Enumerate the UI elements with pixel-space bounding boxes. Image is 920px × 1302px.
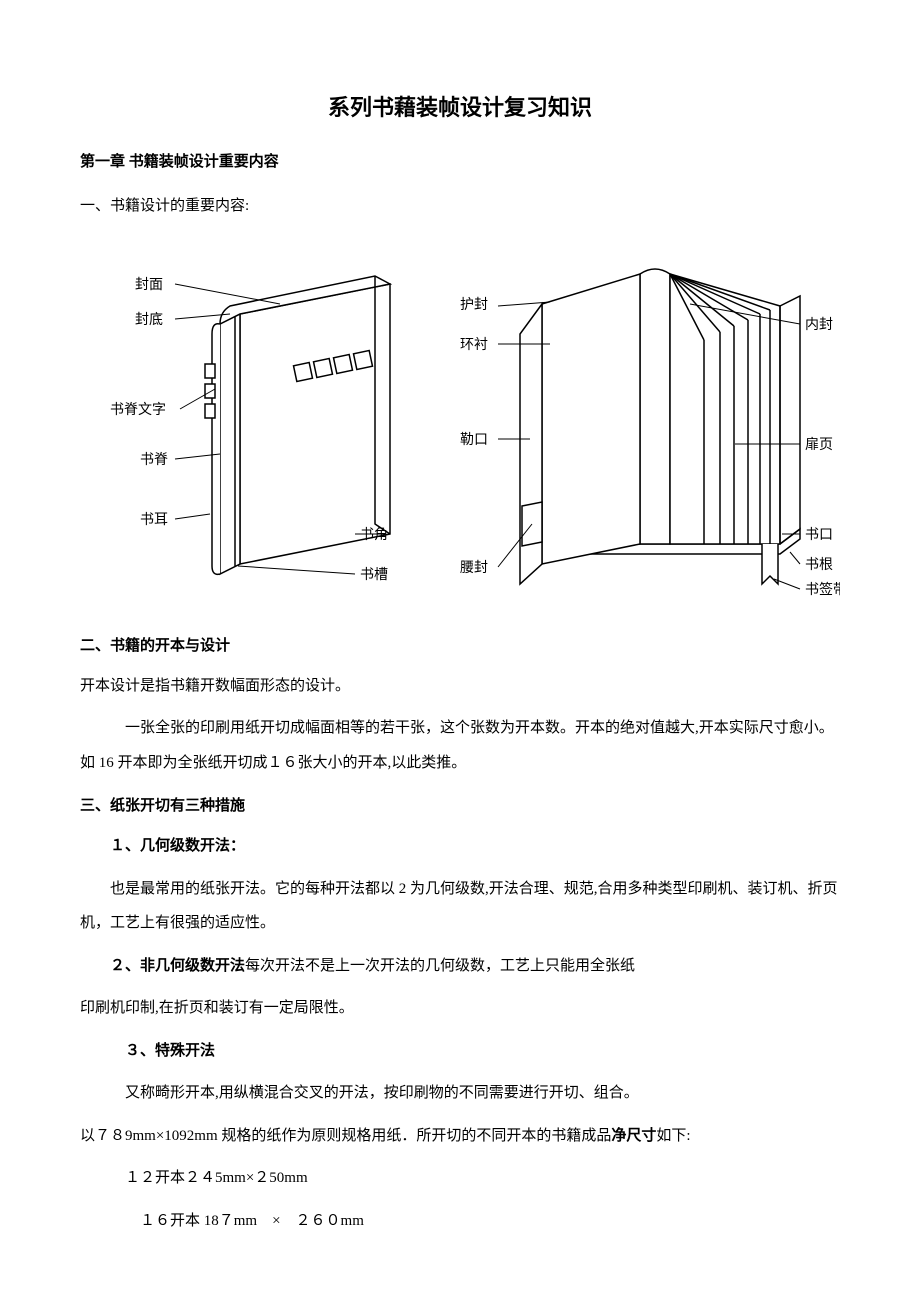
label-fengmian: 封面 <box>135 277 163 293</box>
method2-label-text: ２、非几何级数开法 <box>110 958 245 974</box>
book-anatomy-diagram: 封面 封底 书脊文字 书脊 书耳 书角 书槽 <box>80 244 840 614</box>
section2-para1: 开本设计是指书籍开数幅面形态的设计。 <box>80 669 840 704</box>
label-huanchen: 环衬 <box>460 337 488 353</box>
spec-line-a: 以７８9mm×1092mm 规格的纸作为原则规格用纸．所开切的不同开本的书籍成品 <box>80 1128 611 1144</box>
section2-para2: 一张全张的印刷用纸开切成幅面相等的若干张，这个张数为开本数。开本的绝对值越大,开… <box>80 711 840 780</box>
label-shuer: 书耳 <box>140 512 168 528</box>
spec-12: １２开本２４5mm×２50mm <box>80 1161 840 1196</box>
label-feiye: 扉页 <box>805 437 833 453</box>
label-neifeng: 内封 <box>805 317 833 333</box>
section1-heading: 一、书籍设计的重要内容: <box>80 189 840 224</box>
method1-label: １、几何级数开法： <box>80 829 840 864</box>
label-hufeng: 护封 <box>460 297 488 313</box>
page-title: 系列书藉装帧设计复习知识 <box>80 90 840 122</box>
method2-line: ２、非几何级数开法每次开法不是上一次开法的几何级数，工艺上只能用全张纸 <box>80 949 840 984</box>
label-fengdi: 封底 <box>135 312 163 328</box>
spec-line-c: 如下: <box>656 1128 690 1144</box>
label-shuqiandai: 书签带 <box>805 581 840 598</box>
method1-label-text: １、几何级数开法： <box>110 838 245 854</box>
section3-heading: 三、纸张开切有三种措施 <box>80 794 840 815</box>
label-shuji-wenzi: 书脊文字 <box>110 402 166 418</box>
method2-body: 每次开法不是上一次开法的几何级数，工艺上只能用全张纸 <box>245 958 635 974</box>
spec-line: 以７８9mm×1092mm 规格的纸作为原则规格用纸．所开切的不同开本的书籍成品… <box>80 1119 840 1154</box>
spec-16: １６开本 18７mm × ２６０mm <box>80 1204 840 1239</box>
label-shucao: 书槽 <box>360 567 388 583</box>
chapter-heading: 第一章 书籍装帧设计重要内容 <box>80 150 840 171</box>
label-shuji: 书脊 <box>140 452 168 468</box>
method3-label-text: ３、特殊开法 <box>125 1043 215 1059</box>
section2-heading: 二、书籍的开本与设计 <box>80 634 840 655</box>
spec-line-b: 净尺寸 <box>611 1128 656 1144</box>
label-shujiao: 书角 <box>360 527 388 543</box>
method3-body: 又称畸形开本,用纵横混合交叉的开法，按印刷物的不同需要进行开切、组合。 <box>80 1076 840 1111</box>
label-shugen: 书根 <box>805 557 833 573</box>
method3-label: ３、特殊开法 <box>80 1034 840 1069</box>
method1-body: 也是最常用的纸张开法。它的每种开法都以 2 为几何级数,开法合理、规范,合用多种… <box>80 872 840 941</box>
label-lekou: 勒口 <box>460 432 488 448</box>
label-yaofeng: 腰封 <box>460 560 488 576</box>
label-shukou: 书口 <box>805 527 833 543</box>
method2-body2: 印刷机印制,在折页和装订有一定局限性。 <box>80 991 840 1026</box>
